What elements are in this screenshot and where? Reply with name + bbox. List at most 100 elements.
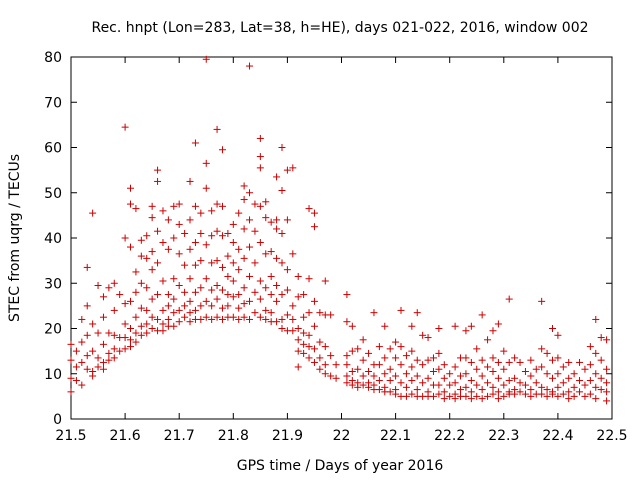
data-point [283, 311, 291, 319]
data-point [402, 383, 410, 391]
data-point [121, 234, 129, 242]
data-point [267, 291, 275, 299]
data-point [413, 309, 421, 317]
data-point [229, 259, 237, 267]
data-point [218, 202, 226, 210]
data-point [375, 386, 383, 394]
data-point [489, 367, 497, 375]
data-point [440, 395, 448, 403]
data-point [283, 266, 291, 274]
data-point [554, 370, 562, 378]
x-tick-label: 22 [333, 428, 351, 444]
data-point [283, 286, 291, 294]
data-point [94, 282, 102, 290]
data-point [310, 223, 318, 231]
data-point [478, 311, 486, 319]
data-point [381, 322, 389, 330]
data-point [494, 388, 502, 396]
data-point [381, 370, 389, 378]
data-point [489, 383, 497, 391]
data-point [159, 327, 167, 335]
data-point [294, 347, 302, 355]
data-point [586, 361, 594, 369]
data-point [457, 386, 465, 394]
data-point [256, 277, 264, 285]
data-point [419, 331, 427, 339]
data-point [294, 325, 302, 332]
data-point [154, 166, 162, 174]
data-point [505, 358, 513, 366]
data-point [359, 381, 367, 389]
data-point [240, 196, 248, 204]
data-point [565, 358, 573, 366]
data-point [289, 164, 297, 172]
data-point [186, 309, 194, 317]
data-point [348, 347, 356, 355]
data-point [343, 318, 351, 326]
data-point [576, 358, 584, 366]
data-point [397, 306, 405, 314]
data-point [208, 315, 216, 323]
data-point [213, 200, 221, 208]
data-point [164, 315, 172, 323]
data-point [224, 291, 232, 299]
data-point [516, 358, 524, 366]
data-point [72, 363, 80, 371]
data-point [197, 229, 205, 237]
data-point [235, 209, 243, 217]
data-point [191, 261, 199, 269]
data-point [99, 365, 107, 373]
data-point [603, 388, 611, 396]
data-point [402, 352, 410, 360]
data-point [419, 361, 427, 369]
data-point [159, 207, 167, 215]
data-point [603, 336, 611, 344]
data-point [321, 343, 329, 351]
data-point [392, 390, 400, 398]
data-point [262, 250, 270, 258]
data-point [229, 239, 237, 247]
data-point [603, 365, 611, 373]
data-point [191, 288, 199, 296]
data-point [570, 383, 578, 391]
data-point [110, 354, 118, 362]
data-point [392, 372, 400, 380]
data-point [521, 381, 529, 389]
data-point [548, 390, 556, 398]
data-point [581, 381, 589, 389]
data-point [246, 297, 254, 305]
data-point [494, 395, 502, 403]
data-point [321, 370, 329, 378]
data-point [500, 347, 508, 355]
data-point [592, 395, 600, 403]
data-point [213, 257, 221, 265]
data-point [386, 345, 394, 353]
data-point [392, 338, 400, 346]
data-point [451, 363, 459, 371]
data-point [386, 377, 394, 385]
data-point [213, 313, 221, 321]
data-point [565, 388, 573, 396]
data-point [143, 232, 151, 240]
data-point [408, 377, 416, 385]
data-point [170, 295, 178, 303]
data-point [511, 354, 519, 362]
data-point [213, 125, 221, 133]
data-point [467, 358, 475, 366]
data-point [494, 320, 502, 328]
plot-frame [70, 56, 613, 420]
data-point [478, 395, 486, 403]
data-point [516, 388, 524, 396]
data-point [170, 309, 178, 317]
data-point [375, 377, 383, 385]
data-point [262, 306, 270, 314]
y-tick-label: 30 [44, 276, 62, 292]
data-point [300, 340, 308, 348]
data-point [289, 315, 297, 323]
data-point [278, 259, 286, 267]
data-point [148, 295, 156, 303]
data-point [435, 365, 443, 373]
data-point [240, 225, 248, 233]
data-point [424, 356, 432, 364]
data-point [246, 243, 254, 251]
